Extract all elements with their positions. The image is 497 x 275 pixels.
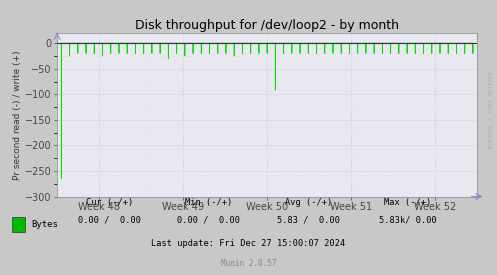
Text: Bytes: Bytes <box>31 221 58 229</box>
Title: Disk throughput for /dev/loop2 - by month: Disk throughput for /dev/loop2 - by mont… <box>135 19 399 32</box>
Text: 0.00 /  0.00: 0.00 / 0.00 <box>177 216 240 224</box>
Text: 5.83 /  0.00: 5.83 / 0.00 <box>277 216 339 224</box>
Text: Cur (-/+): Cur (-/+) <box>85 199 133 207</box>
Text: Last update: Fri Dec 27 15:00:07 2024: Last update: Fri Dec 27 15:00:07 2024 <box>152 239 345 248</box>
Text: Min (-/+): Min (-/+) <box>185 199 233 207</box>
Text: 5.83k/ 0.00: 5.83k/ 0.00 <box>379 216 436 224</box>
Text: RRDTOOL / TOBI OETIKER: RRDTOOL / TOBI OETIKER <box>489 72 494 148</box>
Y-axis label: Pr second read (-) / write (+): Pr second read (-) / write (+) <box>13 50 22 180</box>
Text: 0.00 /  0.00: 0.00 / 0.00 <box>78 216 141 224</box>
Text: Avg (-/+): Avg (-/+) <box>284 199 332 207</box>
Text: Munin 2.0.57: Munin 2.0.57 <box>221 260 276 268</box>
Text: Max (-/+): Max (-/+) <box>384 199 431 207</box>
